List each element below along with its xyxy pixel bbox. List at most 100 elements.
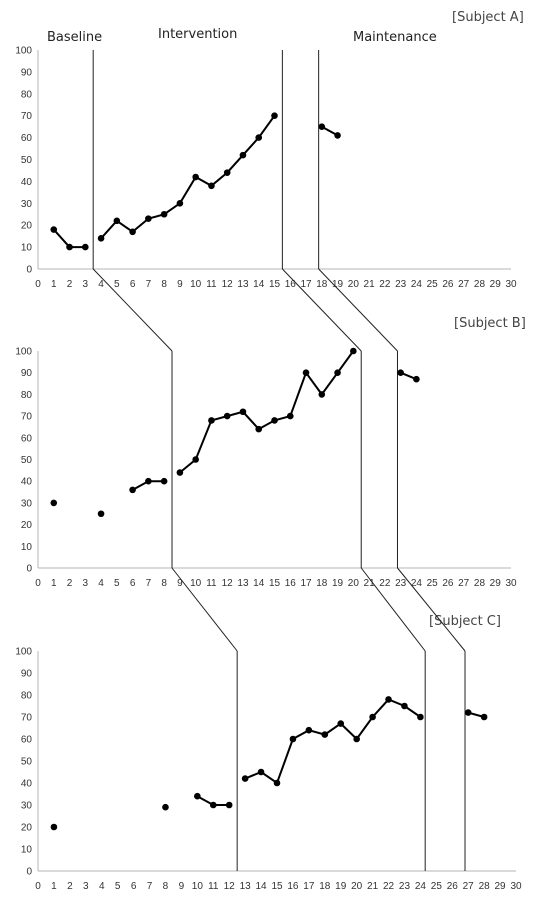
x-tick-label: 18 (316, 279, 328, 290)
y-tick-label: 70 (21, 713, 33, 724)
x-tick-label: 4 (99, 881, 105, 892)
data-point (50, 226, 58, 233)
x-tick-label: 29 (490, 578, 502, 589)
x-tick-label: 20 (348, 578, 360, 589)
data-point (337, 720, 345, 727)
x-tick-label: 13 (237, 279, 249, 290)
x-tick-label: 7 (147, 881, 153, 892)
x-tick-label: 12 (222, 279, 234, 290)
x-tick-label: 27 (458, 578, 470, 589)
x-tick-label: 11 (206, 578, 217, 589)
x-tick-label: 22 (379, 279, 391, 290)
data-point (464, 709, 472, 716)
x-tick-label: 6 (130, 279, 136, 290)
x-tick-label: 24 (411, 279, 423, 290)
y-tick-label: 80 (21, 89, 33, 100)
x-tick-label: 13 (240, 881, 252, 892)
x-tick-label: 13 (237, 578, 249, 589)
y-tick-label: 10 (21, 542, 33, 553)
y-tick-label: 60 (21, 433, 33, 444)
x-tick-label: 21 (364, 279, 376, 290)
data-point (129, 228, 136, 236)
x-tick-label: 26 (442, 279, 454, 290)
x-tick-label: 1 (51, 279, 57, 290)
x-tick-label: 1 (51, 881, 57, 892)
x-tick-label: 14 (256, 881, 268, 892)
x-tick-label: 28 (479, 881, 491, 892)
phase-connector (397, 567, 466, 652)
data-point (273, 779, 281, 787)
data-point (305, 726, 313, 734)
x-tick-label: 26 (447, 881, 459, 892)
y-tick-label: 50 (21, 455, 33, 466)
x-tick-label: 9 (179, 881, 185, 892)
subject-label: [Subject B] (454, 316, 526, 331)
x-tick-label: 7 (146, 578, 152, 589)
y-tick-label: 60 (21, 735, 33, 746)
x-tick-label: 20 (348, 279, 360, 290)
series-line (179, 350, 355, 474)
data-point (271, 112, 278, 119)
data-point (255, 425, 263, 433)
x-tick-label: 4 (98, 279, 104, 290)
x-tick-label: 12 (222, 578, 234, 589)
x-tick-label: 23 (395, 279, 407, 290)
phase-connector (92, 268, 173, 352)
x-tick-label: 3 (83, 881, 89, 892)
x-tick-label: 15 (271, 881, 283, 892)
data-point (209, 801, 217, 809)
x-tick-label: 6 (130, 578, 136, 589)
x-tick-label: 5 (114, 578, 120, 589)
x-tick-label: 27 (463, 881, 475, 892)
data-point (397, 369, 404, 377)
x-tick-label: 11 (206, 279, 217, 290)
data-point (194, 792, 201, 800)
x-tick-label: 3 (83, 279, 89, 290)
data-point (318, 123, 326, 130)
x-tick-label: 3 (83, 578, 89, 589)
phase-connector (318, 268, 398, 352)
x-tick-label: 7 (146, 279, 152, 290)
x-tick-label: 5 (115, 881, 121, 892)
data-point (334, 132, 341, 139)
data-point (385, 696, 392, 703)
y-tick-label: 20 (21, 520, 33, 531)
x-tick-label: 19 (335, 881, 347, 892)
data-point (239, 408, 247, 416)
data-point (225, 801, 233, 809)
data-point (97, 235, 105, 242)
x-tick-label: 16 (285, 279, 297, 290)
x-tick-label: 2 (67, 881, 73, 892)
y-tick-label: 0 (26, 867, 32, 878)
y-tick-label: 30 (21, 801, 33, 812)
x-tick-label: 14 (253, 279, 265, 290)
x-tick-label: 29 (495, 881, 507, 892)
y-tick-label: 20 (21, 823, 33, 834)
data-point (286, 412, 294, 420)
data-point (50, 823, 58, 831)
x-tick-label: 8 (161, 578, 167, 589)
phase-connector (171, 567, 238, 652)
data-point (318, 391, 326, 398)
x-tick-label: 24 (411, 578, 423, 589)
y-tick-label: 50 (21, 757, 33, 768)
x-tick-label: 6 (131, 881, 137, 892)
data-point (160, 210, 168, 218)
x-tick-label: 29 (490, 279, 502, 290)
x-tick-label: 17 (300, 279, 312, 290)
y-tick-label: 70 (21, 111, 33, 122)
data-point (66, 243, 73, 251)
phase-label-intervention: Intervention (158, 27, 237, 42)
subject-label: [Subject C] (429, 614, 501, 629)
data-point (223, 412, 231, 420)
y-tick-label: 30 (21, 199, 33, 210)
x-tick-label: 25 (427, 279, 439, 290)
data-point (192, 173, 199, 181)
y-tick-label: 20 (21, 221, 33, 232)
x-tick-label: 30 (505, 578, 517, 589)
data-point (334, 369, 341, 377)
